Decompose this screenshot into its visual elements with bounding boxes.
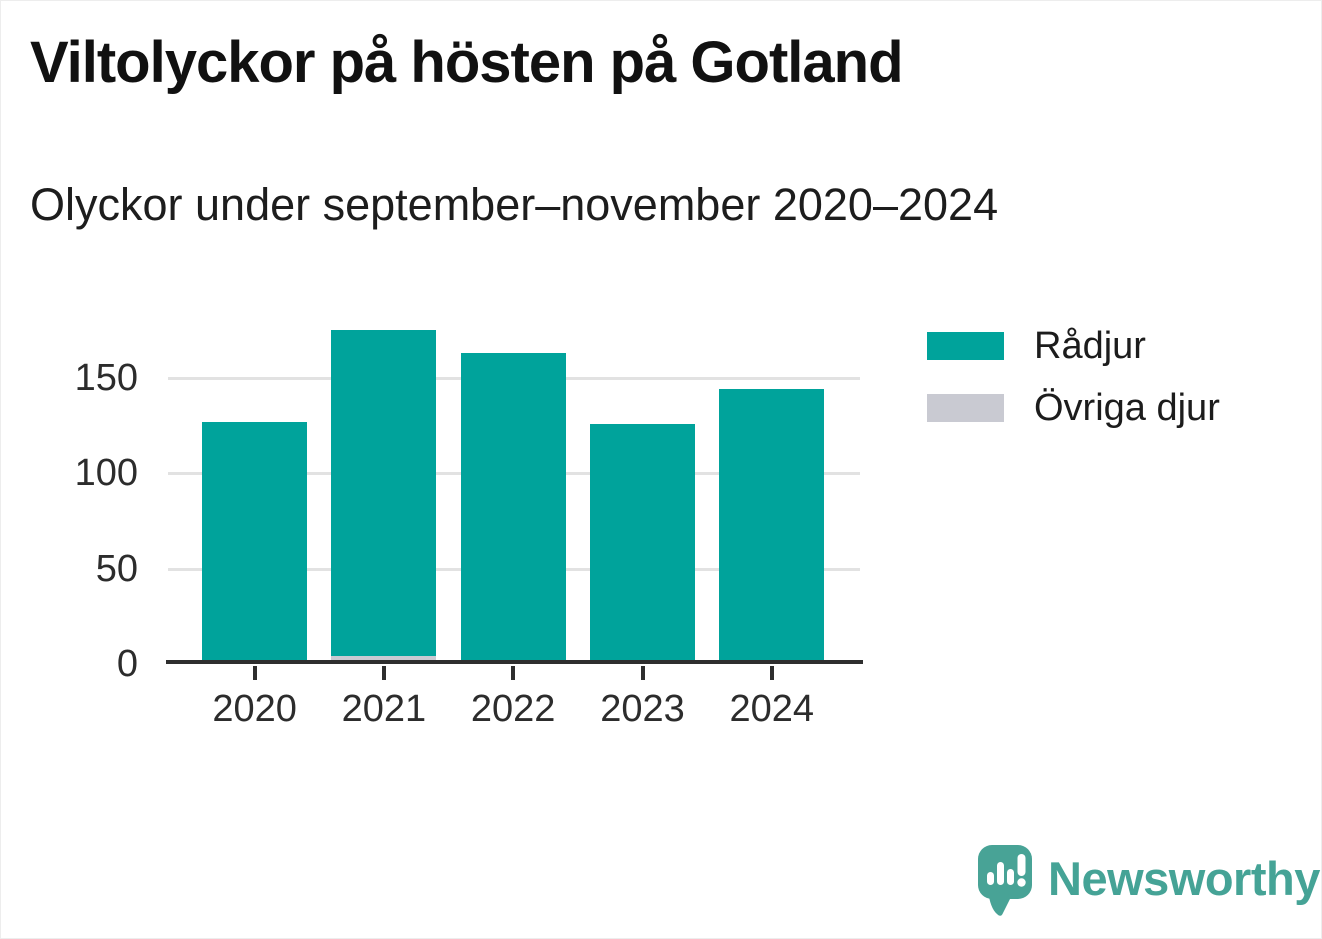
legend-item-övriga-djur: Övriga djur bbox=[927, 388, 1220, 428]
y-tick-label-0: 0 bbox=[116, 643, 138, 685]
brand-footer: Newsworthy bbox=[978, 845, 1320, 918]
legend: Rådjur Övriga djur bbox=[927, 326, 1220, 450]
y-tick-label-50: 50 bbox=[95, 547, 138, 590]
x-tick-2023 bbox=[640, 666, 645, 680]
bar-segment-2023-rådjur bbox=[590, 423, 695, 662]
y-tick-label-150: 150 bbox=[74, 357, 138, 399]
x-tick-2024 bbox=[769, 666, 774, 680]
chart-title: Viltolyckor på hösten på Gotland bbox=[30, 30, 904, 95]
bar-segment-2024-rådjur bbox=[719, 389, 825, 662]
bar-segment-2022-rådjur bbox=[460, 353, 566, 662]
y-tick-label-100: 100 bbox=[74, 452, 138, 495]
bar-segment-2020-rådjur bbox=[202, 421, 308, 662]
chart-subtitle: Olyckor under september–november 2020–20… bbox=[30, 179, 999, 230]
legend-item-rådjur: Rådjur bbox=[927, 326, 1220, 366]
x-tick-2021 bbox=[381, 666, 386, 680]
legend-swatch bbox=[927, 332, 1004, 360]
brand-name: Newsworthy bbox=[1048, 851, 1320, 905]
x-tick-2022 bbox=[511, 666, 516, 680]
x-tick-label-2021: 2021 bbox=[341, 688, 427, 730]
x-tick-label-2020: 2020 bbox=[212, 688, 297, 730]
x-tick-label-2024: 2024 bbox=[729, 688, 815, 730]
legend-label: Rådjur bbox=[1034, 325, 1146, 367]
x-tick-label-2023: 2023 bbox=[600, 688, 685, 730]
legend-label: Övriga djur bbox=[1034, 387, 1220, 429]
bar-segment-2021-övriga-djur bbox=[331, 656, 437, 662]
x-tick-2020 bbox=[252, 666, 257, 680]
x-tick-label-2022: 2022 bbox=[470, 688, 556, 730]
legend-swatch bbox=[927, 394, 1004, 422]
newsworthy-logo-icon bbox=[978, 845, 1032, 916]
x-axis-line bbox=[166, 660, 863, 664]
bar-segment-2021-rådjur bbox=[331, 330, 437, 657]
plot-area bbox=[166, 320, 863, 664]
